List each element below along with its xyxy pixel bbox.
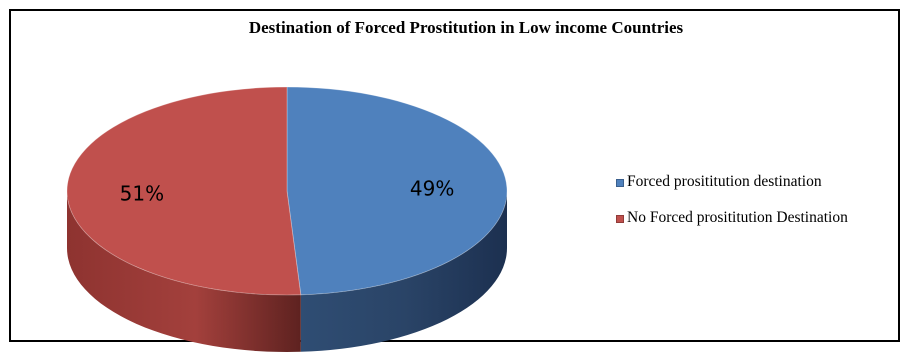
legend-item-forced: Forced prosititution destination	[616, 173, 848, 209]
legend-label-forced: Forced prosititution destination	[627, 173, 822, 190]
pie-labels: 49% 51%	[120, 176, 455, 205]
pie-side-forced	[300, 191, 507, 352]
pie-side-no-forced	[67, 191, 301, 352]
pie-slice-forced	[286, 86, 508, 296]
pie-label-no-forced: 51%	[120, 182, 164, 206]
legend-swatch-no-forced	[616, 215, 624, 223]
legend-swatch-forced	[616, 179, 624, 187]
legend: Forced prosititution destination No Forc…	[616, 173, 848, 245]
chart-title: Destination of Forced Prostitution in Lo…	[248, 18, 684, 37]
legend-label-no-forced: No Forced prosititution Destination	[627, 209, 848, 226]
pie-slice-no-forced	[66, 86, 302, 296]
pie-tops	[66, 86, 508, 296]
pie-sides	[67, 191, 507, 352]
legend-item-no-forced: No Forced prosititution Destination	[616, 209, 848, 245]
pie-label-forced: 49%	[410, 176, 454, 200]
